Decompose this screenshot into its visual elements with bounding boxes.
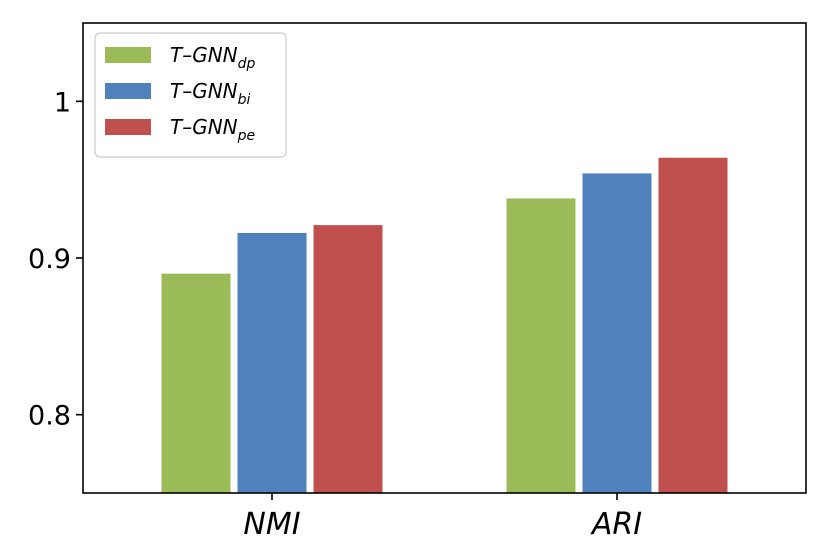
legend-swatch-dp xyxy=(105,47,151,63)
bar-ari-pe xyxy=(658,157,728,493)
bars-layer xyxy=(161,157,728,493)
legend-swatch-bi xyxy=(105,83,151,99)
bar-nmi-pe xyxy=(313,225,383,493)
legend-swatch-pe xyxy=(105,119,151,135)
y-tick-label: 0.9 xyxy=(28,244,71,275)
bar-ari-bi xyxy=(582,173,652,493)
y-tick-label: 1 xyxy=(54,87,71,118)
ticks-layer: 0.8 0.9 1 NMI ARI xyxy=(28,87,642,542)
bar-nmi-dp xyxy=(161,273,231,493)
y-tick-label: 0.8 xyxy=(28,401,71,432)
bar-nmi-bi xyxy=(237,232,307,493)
bar-ari-dp xyxy=(506,198,576,493)
x-tick-label-nmi: NMI xyxy=(243,507,300,542)
x-tick-label-ari: ARI xyxy=(590,507,642,542)
